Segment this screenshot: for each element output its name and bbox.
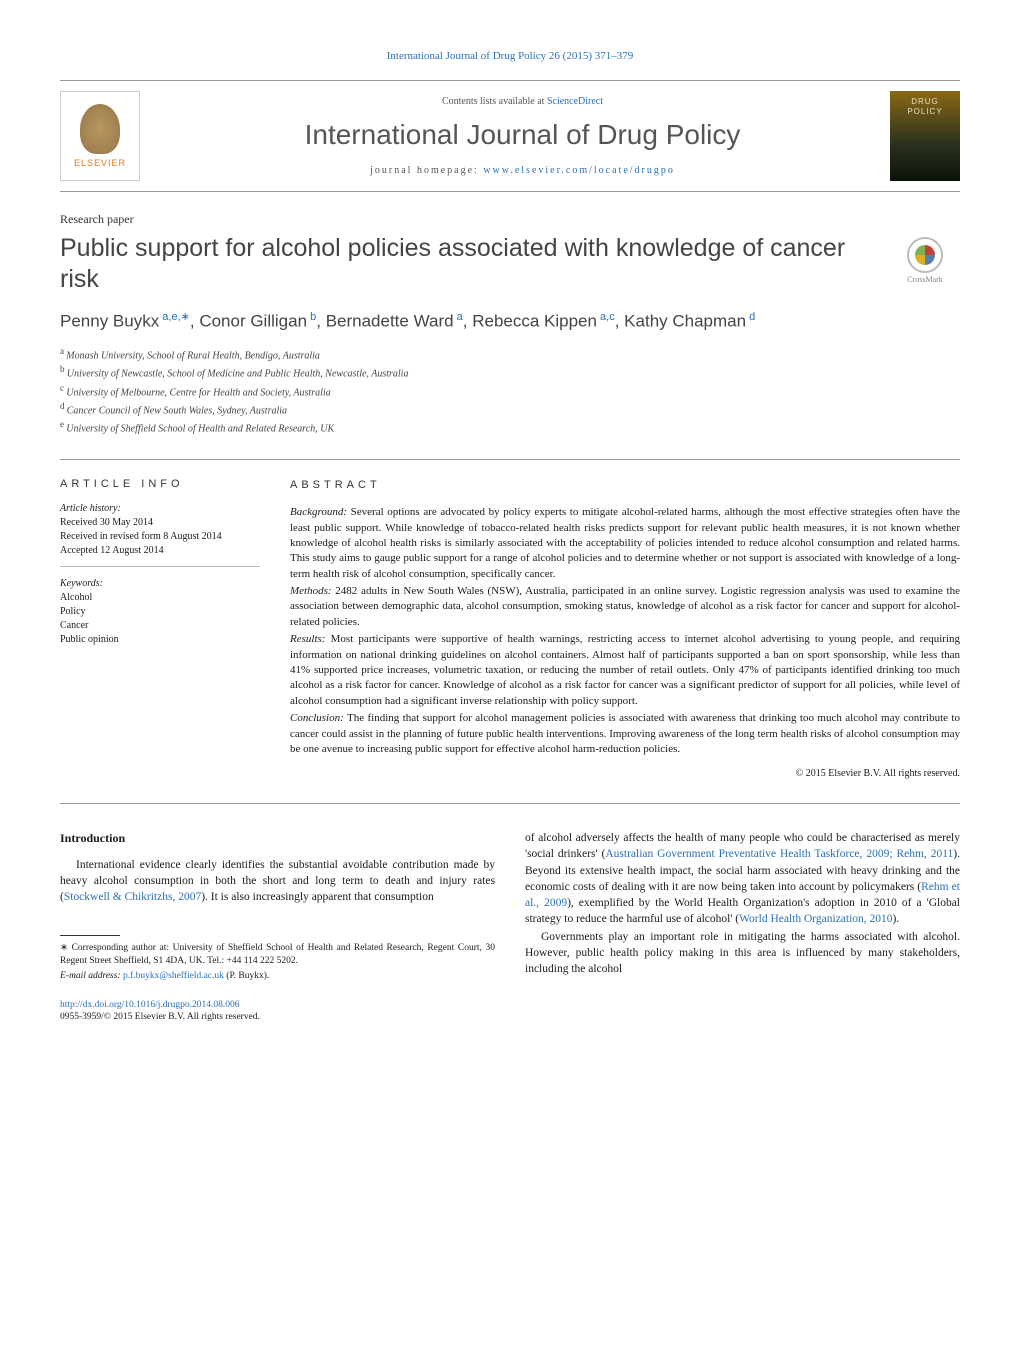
citation-link[interactable]: Australian Government Preventative Healt… bbox=[605, 848, 953, 860]
affiliation-line: a Monash University, School of Rural Hea… bbox=[60, 345, 960, 363]
results-label: Results: bbox=[290, 633, 325, 645]
issn-line: 0955-3959/© 2015 Elsevier B.V. All right… bbox=[60, 1012, 260, 1022]
conclusion-label: Conclusion: bbox=[290, 712, 344, 724]
journal-cover-thumbnail: DRUG POLICY bbox=[890, 91, 960, 181]
author-name: Penny Buykx bbox=[60, 311, 159, 330]
author-affil-sup: a,e, bbox=[159, 311, 180, 323]
homepage-label: journal homepage: bbox=[370, 165, 483, 176]
email-label: E-mail address: bbox=[60, 971, 123, 981]
authors-line: Penny Buykx a,e,∗, Conor Gilligan b, Ber… bbox=[60, 310, 960, 334]
affiliation-line: e University of Sheffield School of Heal… bbox=[60, 418, 960, 436]
results-text: Most participants were supportive of hea… bbox=[290, 633, 960, 707]
intro-para-1: International evidence clearly identifie… bbox=[60, 857, 495, 905]
history-received: Received 30 May 2014 bbox=[60, 516, 260, 530]
article-type: Research paper bbox=[60, 212, 960, 227]
author-name: Bernadette Ward bbox=[326, 311, 454, 330]
body-columns: Introduction International evidence clea… bbox=[60, 830, 960, 1023]
corresponding-author: Corresponding author at: University of S… bbox=[60, 943, 495, 966]
history-label: Article history: bbox=[60, 502, 260, 516]
author-affil-sup: a,c bbox=[597, 311, 615, 323]
journal-name: International Journal of Drug Policy bbox=[155, 119, 890, 151]
affiliation-line: c University of Melbourne, Centre for He… bbox=[60, 382, 960, 400]
methods-text: 2482 adults in New South Wales (NSW), Au… bbox=[290, 585, 960, 628]
intro-heading: Introduction bbox=[60, 830, 495, 847]
homepage-link[interactable]: www.elsevier.com/locate/drugpo bbox=[483, 165, 675, 176]
crossmark-icon bbox=[907, 237, 943, 273]
article-info-panel: ARTICLE INFO Article history: Received 3… bbox=[60, 478, 260, 782]
right-column: of alcohol adversely affects the health … bbox=[525, 830, 960, 1023]
bg-label: Background: bbox=[290, 506, 347, 518]
elsevier-label: ELSEVIER bbox=[74, 158, 126, 168]
footnote-rule bbox=[60, 935, 120, 936]
abstract-copyright: © 2015 Elsevier B.V. All rights reserved… bbox=[290, 767, 960, 781]
doi-link[interactable]: http://dx.doi.org/10.1016/j.drugpo.2014.… bbox=[60, 1000, 240, 1010]
keyword-item: Policy bbox=[60, 605, 260, 619]
star-icon: ∗ bbox=[60, 943, 72, 953]
header-citation: International Journal of Drug Policy 26 … bbox=[60, 50, 960, 62]
masthead: ELSEVIER Contents lists available at Sci… bbox=[60, 80, 960, 192]
history-accepted: Accepted 12 August 2014 bbox=[60, 544, 260, 558]
author-affil-sup: d bbox=[746, 311, 755, 323]
author-affil-sup: a bbox=[454, 311, 463, 323]
info-heading: ARTICLE INFO bbox=[60, 478, 260, 490]
email-suffix: (P. Buykx). bbox=[224, 971, 269, 981]
author-name: Conor Gilligan bbox=[199, 311, 307, 330]
contents-line: Contents lists available at ScienceDirec… bbox=[155, 96, 890, 107]
elsevier-tree-icon bbox=[80, 104, 120, 154]
thumb-line2: POLICY bbox=[907, 107, 942, 117]
left-column: Introduction International evidence clea… bbox=[60, 830, 495, 1023]
abstract-heading: ABSTRACT bbox=[290, 478, 960, 493]
keyword-item: Cancer bbox=[60, 619, 260, 633]
abstract-panel: ABSTRACT Background: Several options are… bbox=[290, 478, 960, 782]
email-link[interactable]: p.f.buykx@sheffield.ac.uk bbox=[123, 971, 224, 981]
author-name: Kathy Chapman bbox=[624, 311, 746, 330]
citation-link[interactable]: World Health Organization, 2010 bbox=[739, 913, 892, 925]
keyword-item: Alcohol bbox=[60, 591, 260, 605]
elsevier-logo: ELSEVIER bbox=[60, 91, 140, 181]
sciencedirect-link[interactable]: ScienceDirect bbox=[547, 96, 603, 107]
journal-homepage: journal homepage: www.elsevier.com/locat… bbox=[155, 165, 890, 176]
keywords-label: Keywords: bbox=[60, 577, 260, 591]
history-revised: Received in revised form 8 August 2014 bbox=[60, 530, 260, 544]
corresponding-star-icon: ∗ bbox=[181, 311, 190, 323]
author-affil-sup: b bbox=[307, 311, 316, 323]
crossmark-badge[interactable]: CrossMark bbox=[890, 237, 960, 284]
doi-block: http://dx.doi.org/10.1016/j.drugpo.2014.… bbox=[60, 999, 495, 1024]
crossmark-label: CrossMark bbox=[907, 275, 943, 284]
citation-link[interactable]: Stockwell & Chikritzhs, 2007 bbox=[64, 891, 201, 903]
contents-prefix: Contents lists available at bbox=[442, 96, 547, 107]
bg-text: Several options are advocated by policy … bbox=[290, 506, 960, 580]
conclusion-text: The finding that support for alcohol man… bbox=[290, 712, 960, 755]
intro-para-3: Governments play an important role in mi… bbox=[525, 929, 960, 977]
article-title: Public support for alcohol policies asso… bbox=[60, 233, 890, 296]
intro-para-2: of alcohol adversely affects the health … bbox=[525, 830, 960, 927]
thumb-line1: DRUG bbox=[911, 97, 939, 107]
author-name: Rebecca Kippen bbox=[472, 311, 597, 330]
keyword-item: Public opinion bbox=[60, 633, 260, 647]
affiliation-line: b University of Newcastle, School of Med… bbox=[60, 363, 960, 381]
methods-label: Methods: bbox=[290, 585, 332, 597]
affiliations: a Monash University, School of Rural Hea… bbox=[60, 345, 960, 437]
footnotes: ∗ Corresponding author at: University of… bbox=[60, 942, 495, 982]
affiliation-line: d Cancer Council of New South Wales, Syd… bbox=[60, 400, 960, 418]
